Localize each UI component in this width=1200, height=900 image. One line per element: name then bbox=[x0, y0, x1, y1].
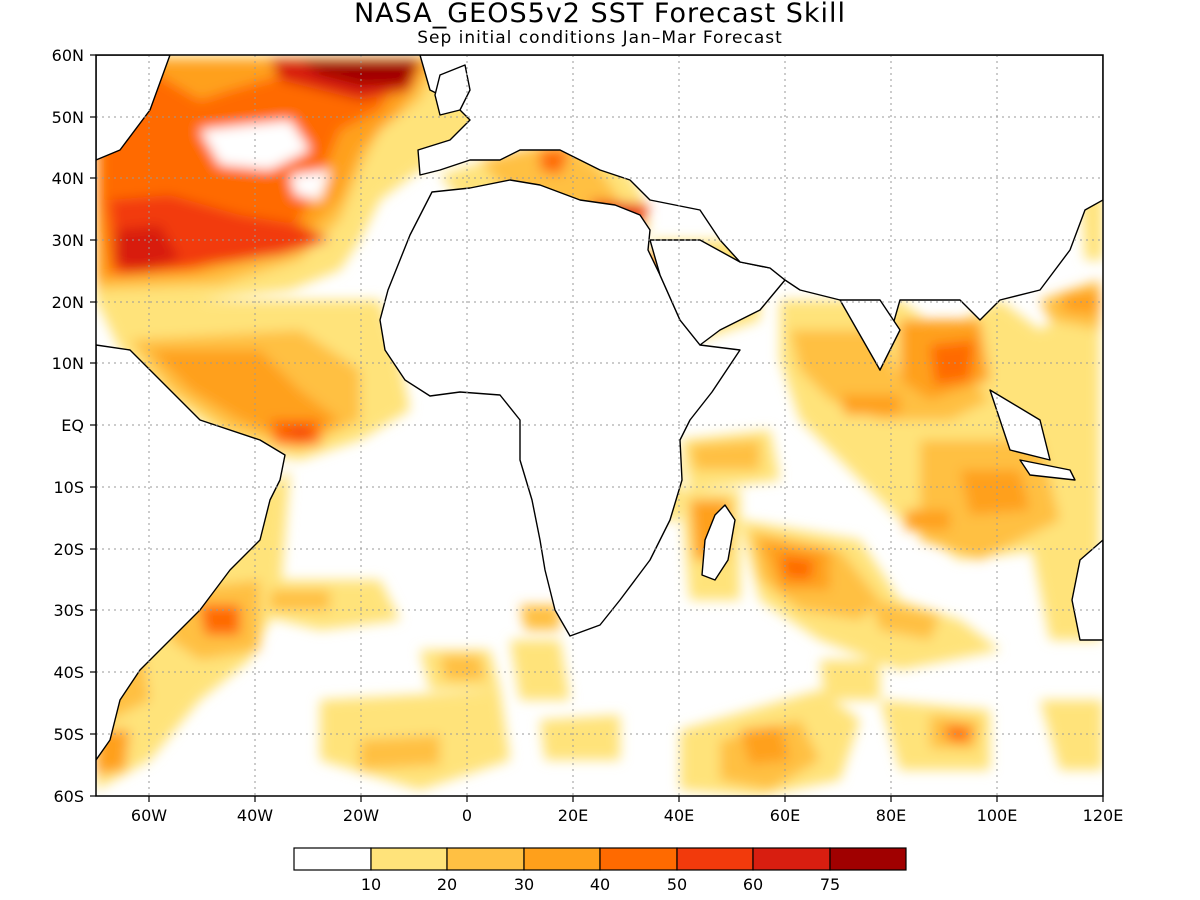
lat-tick-label: 50N bbox=[52, 108, 84, 127]
lon-tick-label: 0 bbox=[462, 806, 472, 825]
lon-tick-label: 120E bbox=[1083, 806, 1124, 825]
lat-tick-label: 40N bbox=[52, 169, 84, 188]
lat-tick-label: 40S bbox=[53, 663, 84, 682]
lat-tick-label: 20S bbox=[53, 540, 84, 559]
lon-tick-label: 100E bbox=[977, 806, 1018, 825]
map-subtitle: Sep initial conditions Jan–Mar Forecast bbox=[417, 28, 783, 48]
lat-tick-label: EQ bbox=[61, 416, 84, 435]
legend-label: 60 bbox=[743, 875, 763, 894]
lat-tick-label: 20N bbox=[52, 293, 84, 312]
legend-label: 50 bbox=[667, 875, 687, 894]
lat-tick-label: 10S bbox=[53, 478, 84, 497]
legend-swatch bbox=[446, 847, 525, 871]
legend-swatch bbox=[599, 847, 678, 871]
lon-tick-label: 80E bbox=[876, 806, 906, 825]
legend-label: 10 bbox=[361, 875, 381, 894]
lon-tick-label: 20W bbox=[343, 806, 379, 825]
lon-tick-label: 40W bbox=[237, 806, 273, 825]
color-legend: 10 20 30 40 50 60 75 bbox=[293, 847, 907, 894]
lat-tick-label: 30S bbox=[53, 601, 84, 620]
legend-swatch bbox=[829, 847, 907, 871]
legend-swatch bbox=[752, 847, 831, 871]
legend-label: 20 bbox=[437, 875, 457, 894]
map-title: NASA_GEOS5v2 SST Forecast Skill bbox=[353, 0, 847, 29]
lon-tick-label: 60E bbox=[770, 806, 800, 825]
axis-ticks bbox=[90, 54, 1104, 802]
legend-swatch bbox=[523, 847, 601, 871]
lon-tick-label: 20E bbox=[558, 806, 588, 825]
legend-label: 40 bbox=[590, 875, 610, 894]
lat-tick-label: 60N bbox=[52, 46, 84, 65]
lat-axis: 60N 50N 40N 30N 20N 10N EQ 10S 20S 30S 4… bbox=[52, 46, 84, 806]
legend-swatch bbox=[676, 847, 754, 871]
lon-axis: 60W 40W 20W 0 20E 40E 60E 80E 100E 120E bbox=[131, 806, 1123, 825]
skill-field bbox=[96, 55, 1103, 796]
lat-tick-label: 30N bbox=[52, 231, 84, 250]
legend-swatch bbox=[293, 847, 372, 871]
lat-tick-label: 10N bbox=[52, 354, 84, 373]
legend-label: 75 bbox=[820, 875, 840, 894]
coastlines bbox=[96, 55, 1103, 761]
lat-tick-label: 50S bbox=[53, 725, 84, 744]
legend-swatch bbox=[370, 847, 448, 871]
lat-tick-label: 60S bbox=[53, 787, 84, 806]
lon-tick-label: 40E bbox=[664, 806, 694, 825]
lon-tick-label: 60W bbox=[131, 806, 167, 825]
legend-label: 30 bbox=[514, 875, 534, 894]
